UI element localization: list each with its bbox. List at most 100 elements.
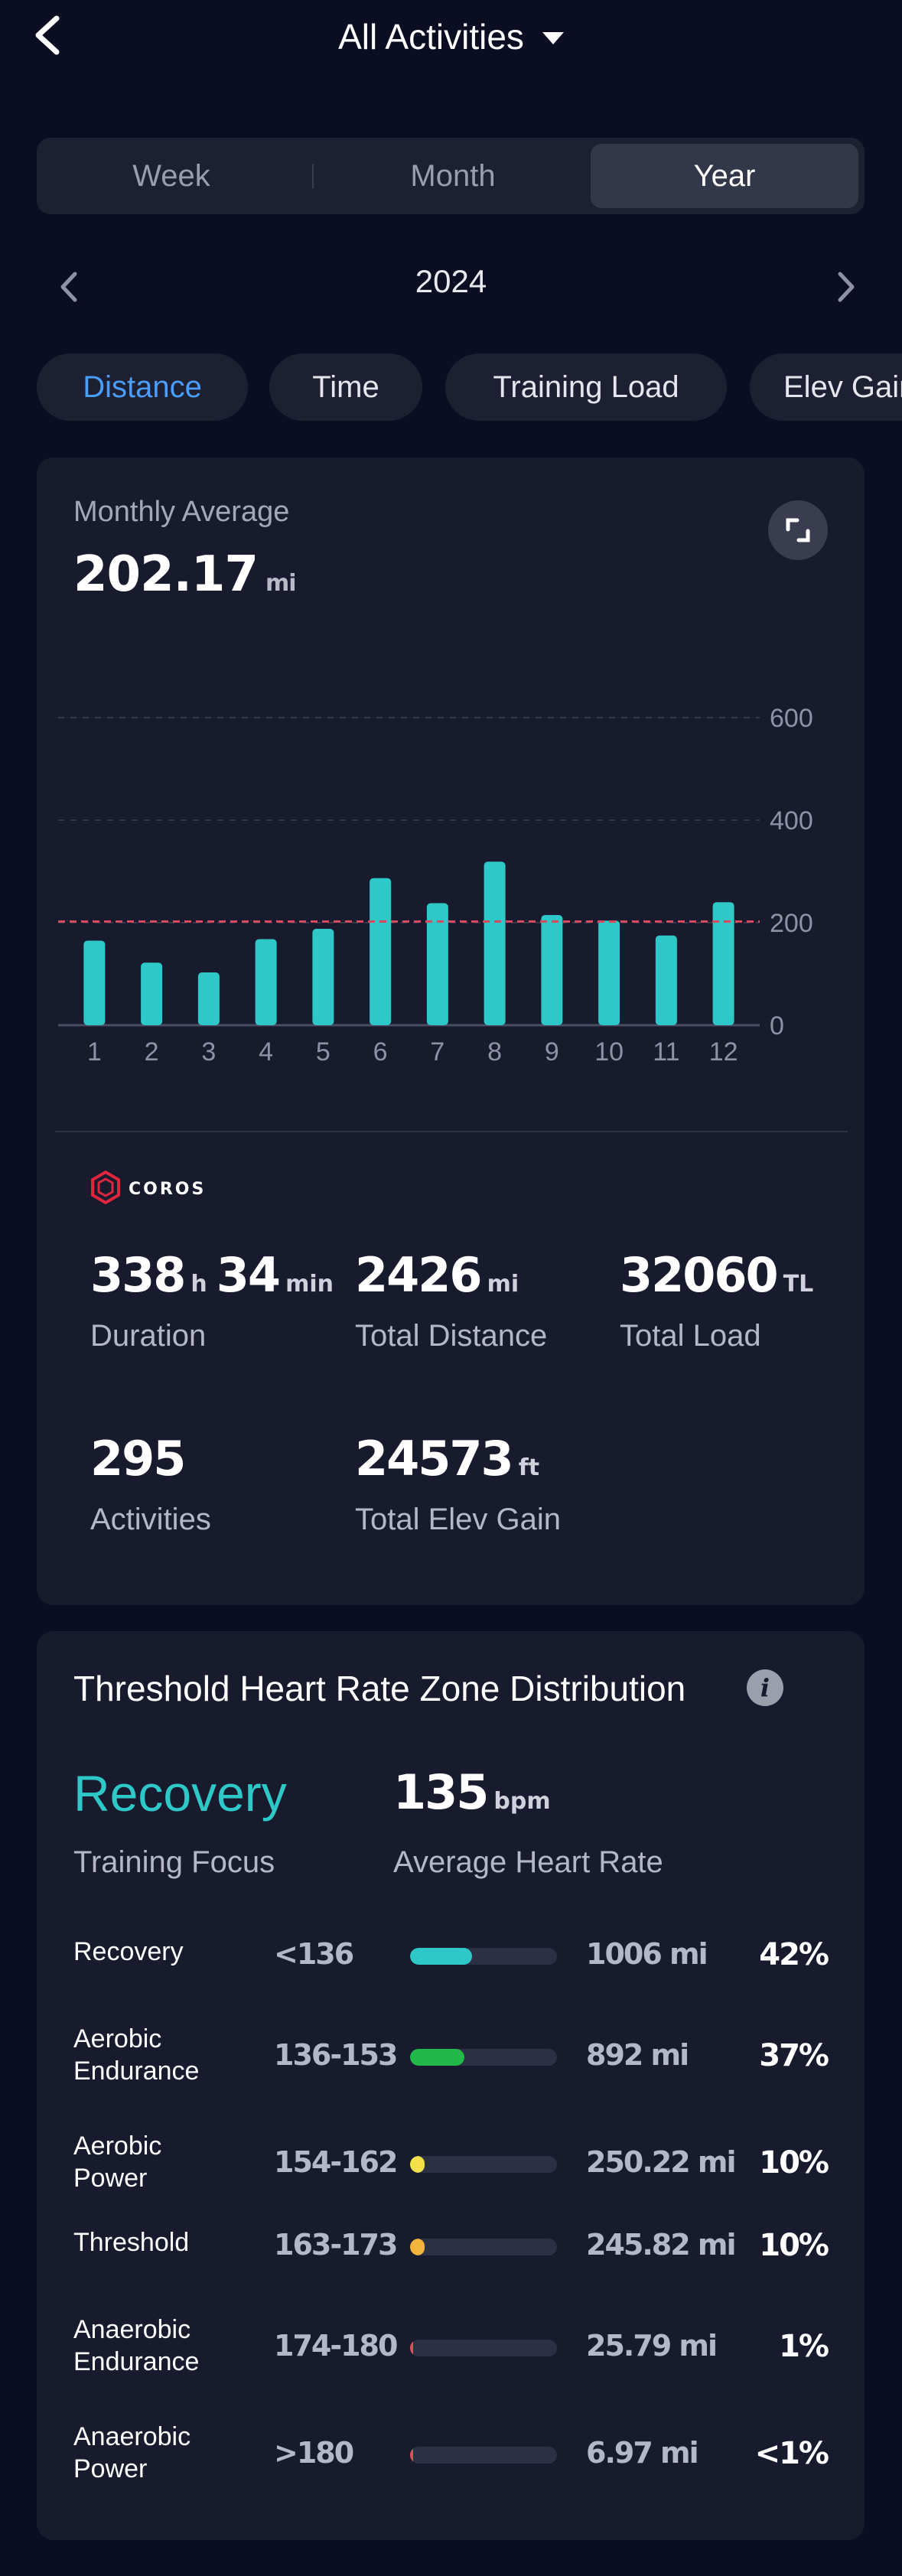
year-label: 2024 — [415, 263, 487, 299]
bar-month-11 — [655, 935, 677, 1025]
zone-row: Threshold 163-173 245.82 mi 10% — [37, 2219, 865, 2295]
zone-name-line2: Power — [73, 2164, 148, 2193]
zone-bpm-range: 136-153 — [274, 2038, 398, 2072]
duration-label: Duration — [90, 1319, 207, 1353]
zone-name-line1: Aerobic — [73, 2131, 162, 2161]
monthly-average-unit: mi — [265, 570, 297, 597]
zone-bpm-range: 174-180 — [274, 2329, 398, 2363]
zone-row: Aerobic Power 154-162 250.22 mi 10% — [37, 2127, 865, 2203]
zone-percent: 42% — [759, 1937, 829, 1972]
card-divider — [55, 1131, 848, 1132]
total-distance-number: 2426 — [355, 1247, 483, 1303]
monthly-average-value: 202.17 mi — [73, 546, 297, 603]
y-tick-label: 600 — [770, 704, 813, 733]
tab-year[interactable]: Year — [591, 144, 858, 208]
average-heart-rate-value: 135 bpm — [393, 1764, 560, 1820]
total-distance-unit: mi — [487, 1271, 519, 1298]
info-icon[interactable]: i — [747, 1669, 783, 1706]
avg-hr-unit: bpm — [493, 1788, 551, 1815]
elev-gain-number: 24573 — [355, 1431, 514, 1487]
metric-pill-bar: Distance Time Training Load Elev Gain — [37, 353, 902, 422]
expand-icon — [786, 518, 810, 542]
y-tick-label: 400 — [770, 806, 813, 835]
zone-name: Anaerobic Power — [73, 2421, 190, 2485]
bar-month-3 — [197, 972, 220, 1025]
zone-distance: 892 mi — [586, 2038, 689, 2072]
x-tick-label: 4 — [259, 1037, 273, 1067]
zone-percent: 37% — [759, 2038, 829, 2073]
pill-time[interactable]: Time — [269, 353, 422, 421]
zone-name: Anaerobic Endurance — [73, 2314, 199, 2378]
x-tick-label: 6 — [373, 1037, 388, 1067]
zone-progress-bar — [410, 2447, 557, 2464]
x-tick-label: 2 — [145, 1037, 159, 1067]
x-tick-label: 1 — [87, 1037, 102, 1067]
zone-progress-fill — [410, 2239, 425, 2255]
year-navigator: 2024 — [0, 260, 902, 311]
zone-name: Recovery — [73, 1936, 184, 1968]
zone-name-line1: Anaerobic — [73, 2422, 191, 2451]
zone-progress-fill — [410, 1948, 472, 1965]
coros-logo: COROS — [90, 1170, 243, 1205]
zone-name-line1: Recovery — [73, 1937, 184, 1966]
pill-distance[interactable]: Distance — [37, 353, 248, 421]
bar-month-6 — [370, 878, 392, 1025]
segment-divider — [312, 164, 314, 188]
period-segmented-control: Week Month Year — [37, 138, 865, 214]
pill-elev-gain[interactable]: Elev Gain — [750, 353, 902, 421]
zone-percent: 10% — [759, 2228, 829, 2263]
x-tick-label: 3 — [201, 1037, 216, 1067]
zone-name-line1: Aerobic — [73, 2024, 162, 2053]
zone-bpm-range: 154-162 — [274, 2145, 398, 2179]
duration-minutes: 34 — [216, 1247, 281, 1303]
total-distance-value: 2426 mi — [355, 1247, 528, 1303]
zone-row: Anaerobic Power >180 6.97 mi <1% — [37, 2418, 865, 2494]
zone-bpm-range: <136 — [274, 1937, 354, 1971]
bar-month-12 — [712, 902, 734, 1025]
zone-name-line1: Anaerobic — [73, 2315, 191, 2344]
zone-progress-bar — [410, 2340, 557, 2356]
distance-summary-card — [37, 458, 865, 1605]
duration-minutes-unit: min — [285, 1271, 334, 1298]
x-tick-label: 10 — [594, 1037, 624, 1067]
x-tick-label: 11 — [653, 1037, 679, 1067]
zone-distance: 6.97 mi — [586, 2436, 699, 2470]
bar-month-10 — [598, 920, 620, 1025]
caret-down-icon — [542, 32, 564, 44]
coros-wordmark: COROS — [129, 1180, 206, 1199]
bar-month-2 — [141, 962, 163, 1025]
hr-zone-card — [37, 1631, 865, 2540]
bar-month-9 — [541, 914, 563, 1025]
monthly-average-number: 202.17 — [73, 546, 259, 603]
next-year-chevron-icon[interactable] — [828, 268, 861, 306]
zone-percent: 1% — [779, 2329, 829, 2364]
elev-gain-unit: ft — [518, 1454, 540, 1481]
bar-month-4 — [255, 939, 277, 1025]
zone-name: Aerobic Endurance — [73, 2023, 199, 2087]
x-tick-label: 7 — [430, 1037, 444, 1067]
pill-training-load[interactable]: Training Load — [445, 353, 727, 421]
monthly-average-label: Monthly Average — [73, 496, 290, 528]
tab-week[interactable]: Week — [132, 158, 210, 193]
tab-month[interactable]: Month — [410, 158, 496, 193]
expand-chart-button[interactable] — [768, 500, 828, 560]
zone-name-line2: Endurance — [73, 2057, 200, 2086]
zone-progress-bar — [410, 2156, 557, 2173]
zone-row: Recovery <136 1006 mi 42% — [37, 1928, 865, 2004]
total-distance-label: Total Distance — [355, 1319, 548, 1353]
zone-progress-fill — [410, 2447, 413, 2464]
zone-progress-bar — [410, 1948, 557, 1965]
y-tick-label: 0 — [770, 1011, 784, 1040]
zone-row: Anaerobic Endurance 174-180 25.79 mi 1% — [37, 2311, 865, 2387]
duration-hours: 338 — [90, 1247, 186, 1303]
total-load-label: Total Load — [620, 1319, 761, 1353]
activity-filter-dropdown[interactable]: All Activities — [0, 12, 902, 61]
previous-year-chevron-icon[interactable] — [54, 268, 87, 306]
activities-label: Activities — [90, 1503, 211, 1536]
x-tick-label: 9 — [545, 1037, 559, 1067]
zone-name-line2: Endurance — [73, 2347, 200, 2376]
zone-bpm-range: 163-173 — [274, 2228, 398, 2262]
back-chevron-icon[interactable] — [31, 11, 69, 64]
duration-value: 338 h 34 min — [90, 1247, 343, 1303]
bar-month-5 — [312, 929, 334, 1025]
